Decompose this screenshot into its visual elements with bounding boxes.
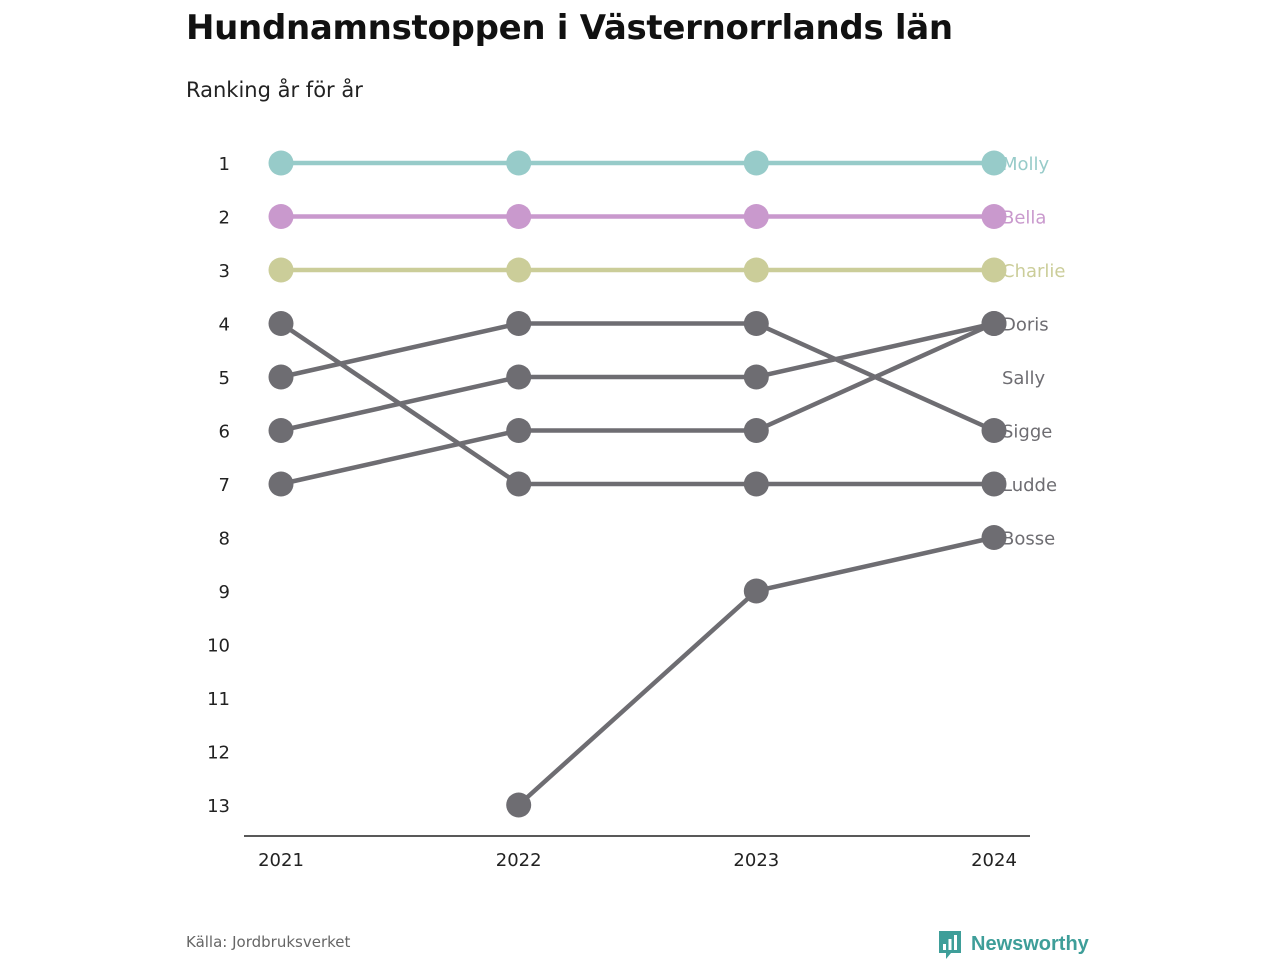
chart-title: Hundnamnstoppen i Västernorrlands län — [186, 8, 953, 48]
series-point-sigge — [268, 364, 294, 390]
series-point-unnamed — [743, 364, 769, 390]
y-tick-label: 12 — [207, 743, 230, 764]
end-label-bosse: Bosse — [1002, 529, 1055, 550]
bar-chart-speech-bubble-icon — [939, 931, 961, 959]
y-tick-label: 11 — [207, 689, 230, 710]
series-point-bella — [743, 204, 769, 229]
y-tick-label: 9 — [219, 582, 230, 603]
end-label-doris: Doris — [1002, 315, 1049, 336]
y-tick-label: 1 — [219, 154, 230, 175]
series-point-ludde — [506, 471, 532, 497]
series-point-unnamed — [981, 311, 1007, 336]
series-point-sigge — [743, 311, 769, 336]
series-point-molly — [506, 150, 532, 176]
series-point-ludde — [268, 311, 294, 336]
series-point-bosse — [981, 525, 1007, 550]
y-tick-label: 7 — [219, 475, 230, 496]
end-label-sigge: Sigge — [1002, 422, 1052, 443]
source-note: Källa: Jordbruksverket — [186, 933, 351, 951]
series-point-charlie — [506, 257, 532, 283]
x-tick-label: 2022 — [496, 850, 542, 871]
y-tick-label: 2 — [219, 208, 230, 229]
end-label-ludde: Ludde — [1002, 475, 1057, 496]
series-point-bella — [981, 204, 1007, 229]
series-point-sigge — [506, 311, 532, 336]
series-point-molly — [743, 150, 769, 176]
series-point-charlie — [743, 257, 769, 283]
x-tick-label: 2024 — [971, 850, 1017, 871]
series-point-doris — [268, 471, 294, 497]
y-tick-label: 8 — [219, 529, 230, 550]
series-point-bella — [506, 204, 532, 229]
y-tick-label: 3 — [219, 261, 230, 282]
y-tick-label: 5 — [219, 368, 230, 389]
series-lines — [278, 160, 997, 808]
end-label-sally: Sally — [1002, 368, 1045, 389]
series-point-sigge — [981, 418, 1007, 443]
x-axis-ticks: 2021 2022 2023 2024 — [258, 850, 1017, 871]
y-tick-label: 4 — [219, 315, 230, 336]
y-tick-label: 10 — [207, 636, 230, 657]
chart-subtitle: Ranking år för år — [186, 78, 363, 102]
y-tick-label: 13 — [207, 796, 230, 817]
series-point-bella — [268, 204, 294, 229]
series-line-unnamed — [278, 321, 997, 433]
series-point-bosse — [743, 578, 769, 604]
series-points — [268, 150, 1007, 818]
end-label-charlie: Charlie — [1002, 261, 1065, 282]
series-point-charlie — [268, 257, 294, 283]
end-label-molly: Molly — [1002, 154, 1050, 175]
x-tick-label: 2023 — [733, 850, 779, 871]
brand-name: Newsworthy — [971, 932, 1089, 955]
series-point-molly — [268, 150, 294, 176]
series-point-ludde — [981, 471, 1007, 497]
series-point-doris — [743, 418, 769, 443]
y-tick-label: 6 — [219, 422, 230, 443]
series-line-sigge — [278, 321, 997, 433]
series-point-unnamed — [506, 364, 532, 390]
series-point-unnamed — [268, 418, 294, 443]
end-label-bella: Bella — [1002, 208, 1046, 229]
series-point-charlie — [981, 257, 1007, 283]
series-end-labels: Molly Bella Charlie Doris Sally Sigge Ludde Bos… — [1002, 154, 1065, 550]
series-point-doris — [506, 418, 532, 443]
series-point-ludde — [743, 471, 769, 497]
x-tick-label: 2021 — [258, 850, 304, 871]
brand-logo: Newsworthy — [937, 928, 1089, 960]
series-point-molly — [981, 150, 1007, 176]
series-point-bosse — [506, 792, 532, 818]
series-line-bosse — [516, 535, 997, 808]
